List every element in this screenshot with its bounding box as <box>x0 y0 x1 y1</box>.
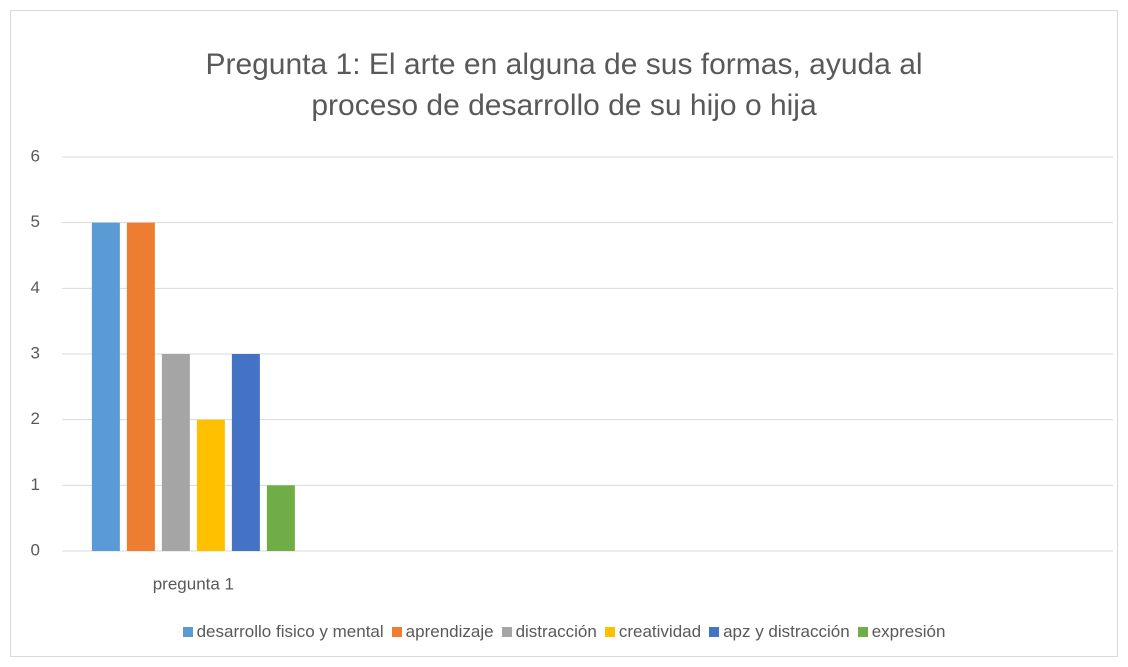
y-tick-label: 1 <box>31 475 40 494</box>
bar <box>126 222 155 551</box>
legend-item: desarrollo fisico y mental <box>182 622 384 642</box>
bar <box>161 354 190 551</box>
y-tick-label: 3 <box>31 343 40 362</box>
y-tick-label: 2 <box>31 409 40 428</box>
legend: desarrollo fisico y mental aprendizaje dis… <box>10 622 1118 642</box>
chart-title: Pregunta 1: El arte en alguna de sus for… <box>205 48 923 122</box>
legend-item: expresión <box>857 622 946 642</box>
legend-swatch <box>709 627 720 637</box>
legend-item: apz y distracción <box>709 622 850 642</box>
legend-item: aprendizaje <box>391 622 494 642</box>
bar <box>91 222 120 551</box>
bar <box>196 419 225 551</box>
legend-swatch <box>391 627 402 637</box>
legend-swatch <box>857 627 868 637</box>
legend-item: distracción <box>501 622 597 642</box>
y-tick-label: 0 <box>31 540 40 559</box>
y-tick-label: 6 <box>31 146 40 165</box>
legend-label: distracción <box>515 622 597 641</box>
legend-swatch <box>182 627 193 637</box>
y-tick-label: 4 <box>31 278 40 297</box>
y-tick-label: 5 <box>31 212 40 231</box>
legend-label: creatividad <box>618 622 702 641</box>
legend-label: apz y distracción <box>723 622 850 641</box>
bar <box>231 354 260 551</box>
x-tick-label: pregunta 1 <box>153 574 234 593</box>
legend-label: aprendizaje <box>405 622 494 641</box>
legend-item: creatividad <box>604 622 702 642</box>
legend-label: expresión <box>871 622 946 641</box>
chart-border <box>10 10 1118 657</box>
legend-swatch <box>501 627 512 637</box>
legend-swatch <box>604 627 615 637</box>
legend-label: desarrollo fisico y mental <box>196 622 384 641</box>
bar <box>266 485 295 551</box>
